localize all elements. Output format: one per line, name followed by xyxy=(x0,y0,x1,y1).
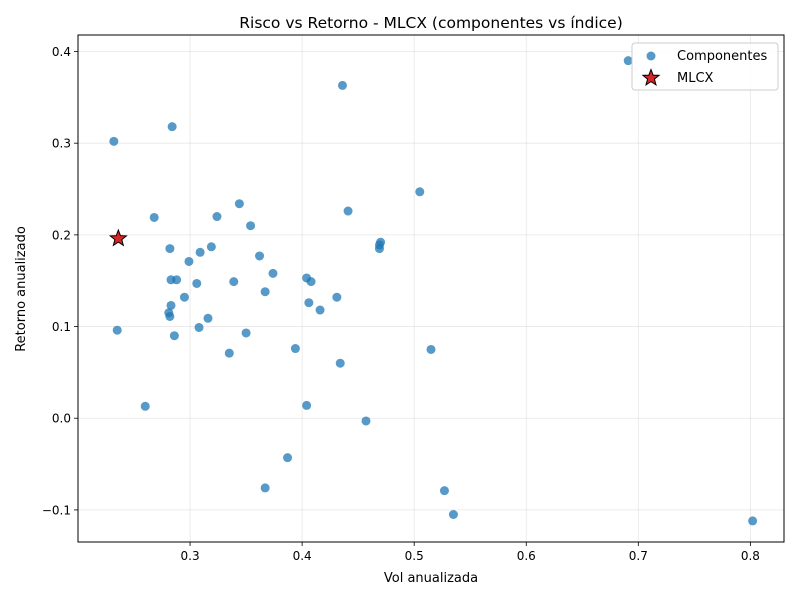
mlcx-point xyxy=(108,228,128,247)
component-point xyxy=(335,358,345,368)
component-point xyxy=(212,212,222,222)
component-point xyxy=(140,401,150,411)
x-tick-label: 0.3 xyxy=(181,549,200,563)
component-point xyxy=(283,453,293,463)
legend: Componentes MLCX xyxy=(631,42,779,91)
x-axis-label: Vol anualizada xyxy=(384,571,478,586)
component-point xyxy=(290,344,300,354)
component-point xyxy=(229,277,239,287)
component-point xyxy=(241,328,251,338)
component-point xyxy=(165,311,175,321)
chart-title: Risco vs Retorno - MLCX (componentes vs … xyxy=(239,14,623,32)
component-point xyxy=(376,237,386,247)
legend-label-componentes: Componentes xyxy=(677,49,767,64)
component-point xyxy=(172,275,182,285)
component-point xyxy=(169,331,179,341)
component-point xyxy=(439,486,449,496)
x-tick-label: 0.7 xyxy=(629,549,648,563)
y-tick-label: 0.3 xyxy=(52,137,71,151)
y-tick-label: 0.2 xyxy=(52,228,71,242)
component-point xyxy=(623,56,633,66)
component-point xyxy=(234,199,244,209)
component-point xyxy=(166,300,176,310)
component-point xyxy=(194,322,204,332)
component-point xyxy=(268,268,278,278)
component-point xyxy=(315,305,325,315)
y-tick-label: 0.1 xyxy=(52,320,71,334)
component-point xyxy=(415,187,425,197)
plot-frame xyxy=(77,34,785,543)
y-axis-label: Retorno anualizado xyxy=(14,226,29,352)
legend-box xyxy=(631,42,779,91)
component-point xyxy=(255,251,265,261)
component-point xyxy=(224,348,234,358)
component-point xyxy=(361,416,371,426)
component-point xyxy=(206,242,216,252)
component-point xyxy=(304,298,314,308)
component-point xyxy=(184,256,194,266)
component-point xyxy=(332,292,342,302)
points-layer xyxy=(108,56,758,526)
legend-marker-componentes xyxy=(646,51,656,61)
y-tick-label: 0.4 xyxy=(52,45,71,59)
component-point xyxy=(748,516,758,526)
component-point xyxy=(306,277,316,287)
y-axis: −0.1 0.0 0.1 0.2 0.3 0.4 xyxy=(42,45,78,517)
legend-label-mlcx: MLCX xyxy=(677,71,714,86)
x-tick-label: 0.5 xyxy=(405,549,424,563)
component-point xyxy=(112,325,122,335)
component-point xyxy=(246,221,256,231)
x-tick-label: 0.4 xyxy=(293,549,312,563)
y-tick-label: 0.0 xyxy=(52,412,71,426)
component-point xyxy=(426,344,436,354)
component-point xyxy=(203,313,213,323)
component-point xyxy=(167,122,177,132)
component-point xyxy=(179,292,189,302)
component-point xyxy=(302,400,312,410)
component-point xyxy=(337,80,347,90)
component-point xyxy=(195,247,205,257)
component-point xyxy=(260,483,270,493)
legend-markers xyxy=(641,51,661,87)
component-point xyxy=(260,287,270,297)
x-tick-label: 0.6 xyxy=(517,549,536,563)
x-axis: 0.3 0.4 0.5 0.6 0.7 0.8 xyxy=(181,542,760,563)
component-point xyxy=(165,244,175,254)
component-point xyxy=(149,212,159,222)
legend-marker-mlcx xyxy=(641,68,661,87)
component-point xyxy=(343,206,353,216)
y-tick-label: −0.1 xyxy=(42,503,71,517)
component-point xyxy=(109,136,119,146)
x-tick-label: 0.8 xyxy=(741,549,760,563)
component-point xyxy=(448,509,458,519)
component-point xyxy=(192,278,202,288)
